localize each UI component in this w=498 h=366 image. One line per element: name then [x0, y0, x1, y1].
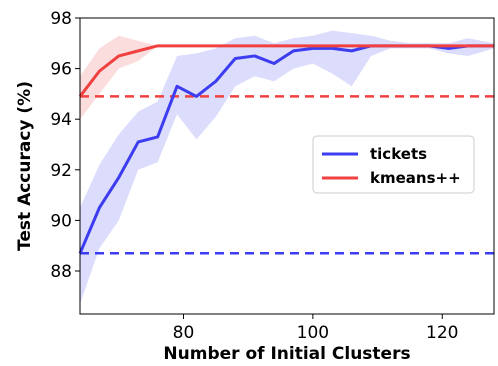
band-tickets	[80, 30, 494, 304]
legend-label-kmeans: kmeans++	[370, 169, 461, 187]
x-tick-label-80: 80	[173, 323, 195, 343]
y-tick-label-96: 96	[50, 60, 72, 80]
baseline-lines	[80, 95, 494, 255]
y-tick-label-88: 88	[50, 262, 72, 282]
plot-frame	[79, 17, 495, 315]
y-tick-label-90: 90	[50, 211, 72, 231]
legend-label-tickets: tickets	[370, 145, 427, 163]
x-tick-label-100: 100	[297, 323, 329, 343]
x-axis-ticks: 80 100 120	[173, 314, 458, 343]
x-tick-label-120: 120	[426, 323, 458, 343]
series-lines	[78, 44, 494, 254]
legend: tickets kmeans++	[312, 135, 475, 194]
x-axis-label: Number of Initial Clusters	[163, 344, 410, 364]
series-line-kmeans	[78, 44, 494, 98]
y-tick-label-98: 98	[50, 9, 72, 29]
y-axis-label: Test Accuracy (%)	[15, 81, 35, 251]
y-axis-ticks: 88 90 92 94 96 98	[50, 9, 80, 282]
y-tick-label-92: 92	[50, 161, 72, 181]
confidence-bands	[80, 30, 494, 304]
band-kmeans	[80, 35, 494, 120]
y-tick-label-94: 94	[50, 110, 72, 130]
